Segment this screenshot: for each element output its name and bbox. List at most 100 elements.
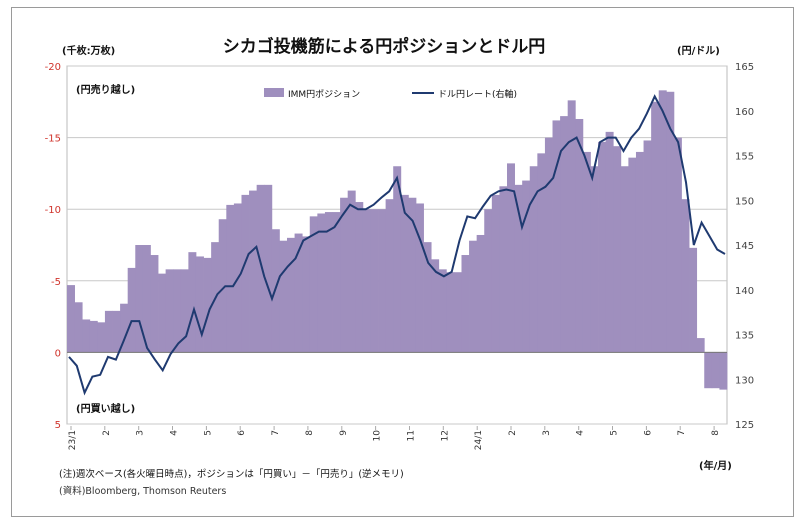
position-bar: [415, 203, 424, 353]
position-bar: [469, 240, 478, 353]
x-tick-group: 3: [542, 426, 552, 436]
x-tick-group: 7: [677, 426, 687, 436]
x-tick-group: 23/1: [68, 426, 78, 450]
position-bar: [658, 90, 667, 353]
position-bar: [158, 273, 167, 353]
position-bar: [241, 194, 250, 353]
position-bar: [476, 234, 485, 353]
x-tick-group: 2: [102, 426, 112, 436]
chart-frame: -20 -15 -10 -5 0 5 165 160 155 150 145 140 135 130 12…: [11, 7, 794, 517]
position-bar: [317, 213, 326, 353]
right-tick-label: 150: [735, 196, 754, 207]
position-bar: [400, 194, 409, 353]
position-bar: [287, 237, 295, 353]
position-bar: [408, 197, 417, 353]
position-bar: [507, 163, 515, 353]
position-bar: [514, 184, 523, 353]
right-tick-label: 165: [735, 62, 754, 73]
x-tick-label: 11: [407, 430, 417, 441]
position-bar: [226, 204, 235, 353]
position-bar: [302, 236, 311, 353]
position-bar: [279, 240, 288, 353]
position-bar: [711, 352, 720, 389]
x-tick-label: 4: [576, 430, 586, 436]
position-bar: [370, 209, 379, 353]
x-tick-group: 4: [576, 426, 586, 436]
position-bar: [74, 302, 83, 353]
position-bar: [552, 120, 561, 353]
right-tick-label: 135: [735, 331, 754, 342]
position-bar: [180, 269, 189, 353]
position-bar: [332, 212, 341, 353]
position-bar: [673, 137, 682, 353]
position-bar: [453, 272, 462, 353]
position-bar: [620, 166, 629, 353]
position-bar: [529, 166, 538, 353]
position-bar: [643, 140, 652, 353]
position-bar: [340, 197, 349, 353]
position-bar: [613, 146, 622, 353]
position-bar: [135, 245, 144, 353]
left-tick-label: -20: [45, 62, 61, 73]
left-bottom-note: (円買い越し): [76, 402, 135, 415]
position-bar: [605, 131, 614, 353]
position-bar: [560, 116, 569, 353]
position-bar: [446, 272, 455, 353]
position-bar: [150, 255, 159, 353]
x-tick-group: 6: [237, 426, 247, 436]
right-tick-label: 145: [735, 241, 754, 252]
x-tick-group: 4: [170, 426, 180, 436]
footnote: (注)週次ベース(各火曜日時点)，ポジションは「円買い」－「円売り」(逆メモリ): [59, 468, 404, 480]
position-bar: [635, 151, 644, 353]
position-bar: [97, 322, 106, 353]
x-tick-label: 3: [136, 430, 146, 436]
position-bar: [431, 259, 440, 353]
position-bar: [294, 233, 303, 353]
position-bar: [522, 180, 531, 353]
right-tick-label: 130: [735, 375, 754, 386]
position-bar: [347, 190, 356, 353]
position-bar: [423, 242, 432, 353]
x-tick-label: 8: [305, 430, 315, 436]
right-tick-label: 155: [735, 152, 754, 163]
left-tick-label: -5: [51, 277, 61, 288]
x-tick-group: 2: [508, 426, 518, 436]
position-bar: [165, 269, 174, 353]
x-tick-group: 9: [339, 426, 349, 436]
x-tick-label: 23/1: [68, 430, 78, 450]
right-axis-ticks: 165 160 155 150 145 140 135 130 125: [735, 62, 754, 431]
position-bar: [309, 216, 318, 353]
position-bar: [67, 285, 75, 353]
left-axis-ticks: -20 -15 -10 -5 0 5: [45, 62, 61, 431]
x-tick-label: 6: [237, 430, 247, 436]
x-tick-group: 24/1: [474, 426, 484, 450]
x-tick-group: 8: [711, 426, 721, 436]
position-bar: [112, 310, 121, 353]
source-note: (資料)Bloomberg, Thomson Reuters: [59, 485, 226, 497]
x-tick-group: 5: [610, 426, 620, 436]
chart-title: シカゴ投機筋による円ポジションとドル円: [223, 36, 546, 57]
position-bar: [127, 267, 136, 353]
position-bar: [651, 101, 660, 353]
position-bar: [142, 245, 151, 353]
x-axis-ticks: 23/1 2 3 4 5 6 7 8 9 10 11 12 24/1 2 3 4 5 6 7 8: [68, 426, 721, 450]
left-tick-label: -15: [45, 134, 61, 145]
position-bar: [355, 202, 364, 353]
position-bar: [218, 219, 227, 353]
x-tick-label: 9: [339, 430, 349, 436]
x-tick-group: 8: [305, 426, 315, 436]
x-tick-label: 7: [677, 430, 687, 436]
left-tick-label: -10: [45, 205, 61, 216]
position-bar: [544, 137, 553, 353]
legend-swatch-position: [264, 88, 284, 97]
position-bar: [537, 153, 546, 353]
right-tick-label: 160: [735, 107, 754, 118]
position-bar: [598, 141, 607, 353]
position-bar: [195, 256, 204, 353]
position-bar: [689, 247, 698, 353]
x-tick-label: 3: [542, 430, 552, 436]
position-bar: [324, 212, 333, 353]
right-tick-label: 125: [735, 420, 754, 431]
position-bar: [628, 157, 637, 353]
x-tick-label: 7: [271, 430, 281, 436]
